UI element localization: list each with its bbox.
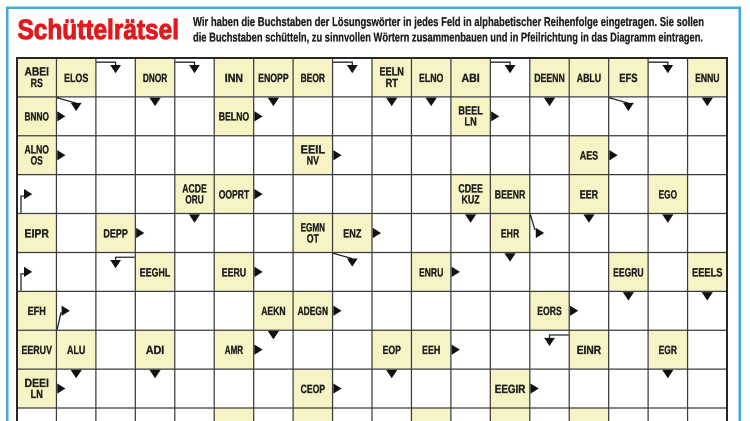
svg-text:BEOR: BEOR: [301, 71, 326, 85]
svg-text:BNNO: BNNO: [25, 110, 49, 124]
svg-text:RT: RT: [386, 76, 399, 90]
svg-text:ELOS: ELOS: [64, 71, 88, 85]
svg-text:EEGHL: EEGHL: [140, 265, 171, 279]
svg-text:ALU: ALU: [67, 343, 85, 357]
svg-text:CDEE: CDEE: [458, 181, 482, 195]
svg-text:ADEGN: ADEGN: [298, 304, 329, 318]
svg-text:Wir haben die Buchstaben der L: Wir haben die Buchstaben der Lösungswört…: [193, 14, 704, 29]
svg-text:KUZ: KUZ: [461, 193, 479, 207]
svg-text:BEENR: BEENR: [495, 188, 526, 202]
svg-text:AEKN: AEKN: [261, 304, 285, 318]
svg-text:EEIL: EEIL: [301, 143, 325, 157]
svg-text:EIPR: EIPR: [25, 226, 50, 240]
svg-text:EERU: EERU: [222, 265, 246, 279]
svg-text:OS: OS: [31, 154, 43, 168]
svg-text:EINR: EINR: [577, 343, 602, 357]
svg-text:EORS: EORS: [537, 304, 561, 318]
svg-text:EHR: EHR: [501, 226, 520, 240]
svg-text:EERUV: EERUV: [21, 343, 52, 357]
svg-text:AMR: AMR: [225, 343, 244, 357]
svg-text:ENOPP: ENOPP: [258, 71, 289, 85]
svg-text:EEELS: EEELS: [692, 265, 723, 279]
svg-text:ELNO: ELNO: [419, 71, 443, 85]
svg-text:EEGRU: EEGRU: [613, 265, 644, 279]
svg-text:EGMN: EGMN: [301, 220, 325, 234]
svg-text:DNOR: DNOR: [143, 71, 168, 85]
svg-text:EGO: EGO: [659, 188, 677, 202]
svg-text:EGR: EGR: [659, 343, 678, 357]
svg-text:AES: AES: [580, 149, 598, 163]
svg-text:EEH: EEH: [422, 343, 440, 357]
svg-text:EFS: EFS: [619, 71, 637, 85]
svg-text:ENRU: ENRU: [419, 265, 443, 279]
svg-text:ADI: ADI: [146, 343, 164, 357]
svg-text:LN: LN: [31, 387, 43, 401]
svg-text:EOP: EOP: [383, 343, 401, 357]
svg-text:EEGIR: EEGIR: [495, 382, 526, 396]
svg-text:ACDE: ACDE: [182, 181, 206, 195]
svg-text:OOPRT: OOPRT: [219, 188, 250, 202]
svg-text:EER: EER: [580, 188, 599, 202]
svg-text:EELN: EELN: [380, 65, 404, 79]
svg-text:ENZ: ENZ: [343, 226, 361, 240]
svg-text:EFH: EFH: [28, 304, 46, 318]
svg-text:NV: NV: [307, 154, 319, 168]
svg-text:ABLU: ABLU: [577, 71, 601, 85]
svg-text:BEEL: BEEL: [458, 104, 482, 118]
svg-text:ENNU: ENNU: [695, 71, 719, 85]
svg-text:ALNO: ALNO: [25, 143, 49, 157]
svg-text:CEOP: CEOP: [301, 382, 325, 396]
svg-text:DEENN: DEENN: [534, 71, 565, 85]
svg-text:LN: LN: [465, 115, 477, 129]
svg-text:OT: OT: [307, 231, 320, 245]
svg-text:ORU: ORU: [185, 193, 203, 207]
svg-text:BELNO: BELNO: [219, 110, 250, 124]
svg-text:INN: INN: [225, 71, 243, 85]
svg-text:DEPP: DEPP: [103, 226, 127, 240]
svg-text:Schüttelrätsel: Schüttelrätsel: [18, 14, 180, 45]
svg-text:RS: RS: [31, 76, 43, 90]
svg-text:ABEI: ABEI: [25, 65, 49, 79]
svg-text:ABI: ABI: [461, 71, 479, 85]
svg-text:DEEI: DEEI: [25, 376, 49, 390]
svg-text:die Buchstaben schütteln, zu s: die Buchstaben schütteln, zu sinnvollen …: [193, 30, 703, 45]
